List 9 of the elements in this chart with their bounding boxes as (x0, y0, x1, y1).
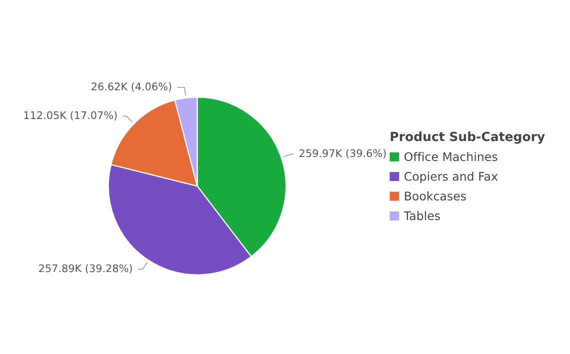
data-label: 259.97K (39.6%) (300, 149, 386, 158)
legend-label: Bookcases (405, 191, 466, 200)
legend-label: Copiers and Fax (404, 172, 498, 184)
data-label: 257.89K (39.28%) (39, 264, 132, 274)
legend-title: Product Sub-Category (390, 132, 545, 144)
legend-label: Office Machines (404, 152, 498, 162)
legend-label: Tables (404, 211, 440, 220)
data-label: 26.62K (4.06%) (92, 82, 172, 92)
data-label: 112.05K (17.07%) (24, 111, 117, 120)
